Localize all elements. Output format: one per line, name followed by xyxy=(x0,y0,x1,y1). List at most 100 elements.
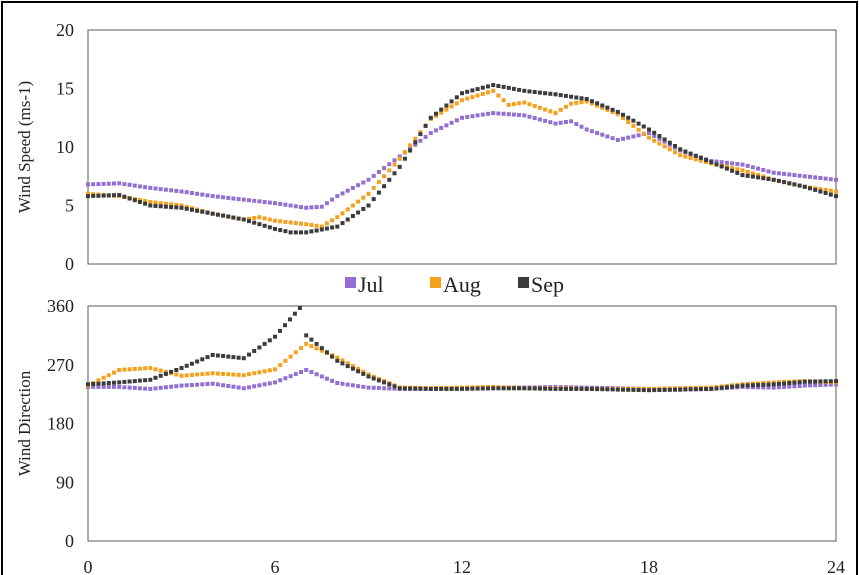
data-point xyxy=(724,166,729,171)
data-point xyxy=(200,357,205,362)
data-point xyxy=(506,85,511,90)
data-point xyxy=(371,197,376,202)
data-point xyxy=(330,225,335,230)
data-point xyxy=(319,224,324,229)
data-point xyxy=(610,387,615,392)
data-point xyxy=(631,123,636,128)
data-point xyxy=(828,382,833,387)
data-point xyxy=(605,107,610,112)
data-point xyxy=(273,380,277,385)
data-point xyxy=(335,381,340,385)
data-point xyxy=(106,193,111,198)
data-point xyxy=(293,372,298,377)
data-point xyxy=(184,383,189,388)
data-point xyxy=(615,138,620,142)
data-point xyxy=(153,200,158,205)
data-point xyxy=(221,371,226,376)
data-point xyxy=(189,191,194,195)
data-point xyxy=(408,148,413,153)
data-point xyxy=(548,386,553,391)
data-point xyxy=(158,373,163,378)
data-point xyxy=(506,112,511,117)
data-point xyxy=(174,205,179,210)
data-point xyxy=(179,189,184,194)
data-point xyxy=(330,354,335,359)
data-point xyxy=(184,373,189,378)
data-point xyxy=(371,385,376,390)
data-point xyxy=(501,98,506,103)
data-point xyxy=(387,382,392,387)
data-point xyxy=(252,198,257,203)
data-point xyxy=(397,156,402,161)
x-tick-label: 12 xyxy=(453,557,471,575)
data-point xyxy=(387,168,392,173)
data-point xyxy=(163,385,168,390)
data-point xyxy=(719,385,724,390)
data-point xyxy=(221,354,226,358)
data-point xyxy=(756,385,761,390)
data-point xyxy=(828,192,833,197)
data-point xyxy=(376,386,381,390)
data-point xyxy=(221,213,226,218)
data-point xyxy=(750,174,755,179)
data-point xyxy=(563,386,568,391)
data-point xyxy=(174,188,179,193)
data-point xyxy=(460,98,464,103)
data-point xyxy=(683,149,688,154)
data-point xyxy=(278,328,282,333)
data-point xyxy=(195,372,200,377)
data-point xyxy=(158,201,163,206)
data-point xyxy=(563,104,568,109)
data-point xyxy=(262,200,267,204)
data-point xyxy=(127,379,132,384)
data-point xyxy=(828,379,833,384)
y-tick-label: 20 xyxy=(56,20,74,40)
data-point xyxy=(297,306,302,310)
data-point xyxy=(205,355,210,360)
data-point xyxy=(745,170,750,174)
data-point xyxy=(330,378,335,383)
data-point xyxy=(402,156,407,161)
data-point xyxy=(278,201,283,206)
data-point xyxy=(750,383,755,388)
data-point xyxy=(808,186,812,191)
data-point xyxy=(595,387,600,392)
data-point xyxy=(309,229,314,234)
data-point xyxy=(496,84,501,88)
data-point xyxy=(241,373,246,378)
data-point xyxy=(771,170,776,175)
data-point xyxy=(387,162,392,167)
data-point xyxy=(444,123,449,128)
data-point xyxy=(563,120,568,124)
data-point xyxy=(122,385,127,390)
data-point xyxy=(574,95,579,100)
data-point xyxy=(117,193,122,197)
data-point xyxy=(392,158,397,163)
data-point xyxy=(792,384,797,389)
data-point xyxy=(615,387,620,392)
data-point xyxy=(709,386,714,391)
data-point xyxy=(335,194,340,199)
data-point xyxy=(626,115,631,120)
data-point xyxy=(698,158,703,163)
data-point xyxy=(262,216,267,221)
data-point xyxy=(324,221,329,226)
data-point xyxy=(361,180,366,185)
data-point xyxy=(340,361,345,366)
data-point xyxy=(709,160,714,165)
data-point xyxy=(740,383,745,388)
data-point xyxy=(782,180,787,185)
plot-area xyxy=(87,305,837,542)
data-point xyxy=(163,371,168,376)
data-point xyxy=(475,93,480,98)
data-point xyxy=(106,384,111,389)
data-point xyxy=(823,191,828,195)
data-point xyxy=(356,199,361,204)
data-point xyxy=(621,112,625,117)
data-point xyxy=(345,364,350,369)
data-point xyxy=(610,107,615,112)
data-point xyxy=(714,159,719,164)
data-point xyxy=(460,91,464,96)
data-point xyxy=(475,113,480,118)
